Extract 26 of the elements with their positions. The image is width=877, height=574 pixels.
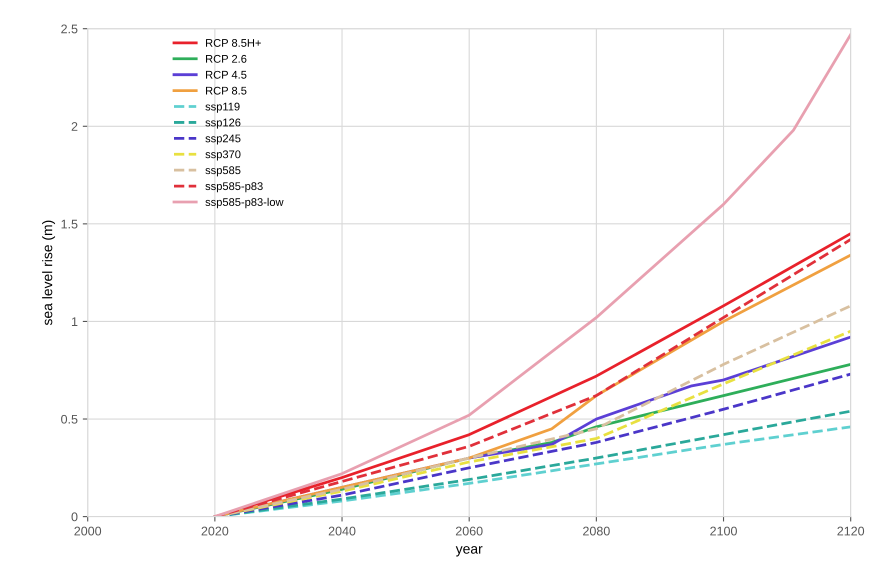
x-tick-label: 2060	[456, 526, 483, 536]
legend-label: ssp585-p83-low	[205, 198, 284, 208]
legend-label: RCP 2.6	[206, 54, 246, 63]
y-tick-label: 0	[72, 512, 78, 522]
x-tick-label: 2120	[837, 526, 864, 536]
legend-label: ssp370	[205, 150, 241, 160]
legend-label: ssp585-p83	[205, 182, 263, 192]
legend-label: ssp119	[205, 102, 240, 113]
x-tick-label: 2100	[710, 526, 737, 536]
x-tick-label: 2000	[74, 526, 102, 536]
x-axis-title: year	[456, 546, 482, 556]
x-tick-label: 2020	[202, 526, 228, 536]
legend-label: ssp126	[205, 118, 240, 129]
y-tick-label: 1.5	[62, 220, 78, 229]
x-tick-label: 2080	[583, 526, 610, 536]
y-tick-label: 2.5	[61, 24, 78, 34]
legend-label: RCP 4.5	[206, 70, 246, 79]
legend-label: RCP 8.5	[206, 86, 246, 95]
y-tick-label: 2	[72, 122, 78, 131]
legend-label: RCP 8.5H+	[206, 38, 261, 47]
y-axis-title: sea level rise (m)	[42, 220, 56, 326]
legend-label: ssp585	[205, 166, 240, 176]
y-tick-label: 0.5	[61, 414, 78, 424]
y-tick-label: 1	[72, 317, 78, 326]
legend-label: ssp245	[205, 134, 240, 145]
x-tick-label: 2040	[328, 526, 356, 536]
